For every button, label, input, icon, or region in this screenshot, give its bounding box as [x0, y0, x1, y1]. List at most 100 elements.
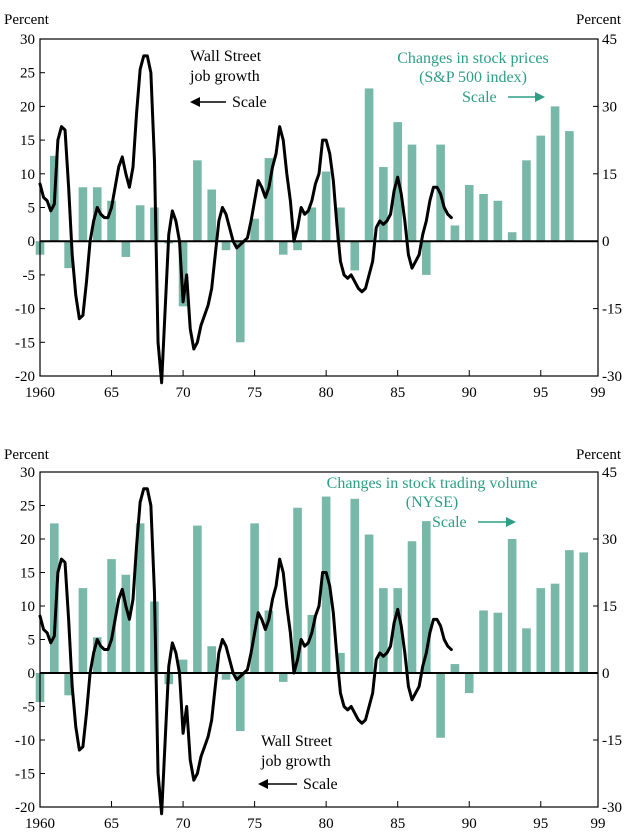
x-tick-label: 80: [319, 816, 334, 832]
x-tick-label: 99: [591, 385, 606, 401]
line-job-growth: [38, 487, 453, 816]
bar: [307, 207, 317, 242]
bar: [264, 610, 274, 673]
bar: [64, 241, 73, 269]
right-tick-label: 45: [602, 465, 617, 481]
bar: [493, 612, 503, 673]
right-tick-label: 0: [602, 666, 610, 682]
job-growth-scale-text: Scale: [232, 94, 267, 111]
right-tick-label: 0: [602, 234, 610, 250]
x-tick-label: 90: [462, 816, 477, 832]
left-axis-title: Percent: [4, 12, 50, 28]
bar: [450, 664, 460, 673]
right-tick-label: 30: [602, 99, 617, 115]
left-tick-label: 30: [20, 32, 35, 48]
bar-series-scale-text: Scale: [432, 514, 467, 531]
left-tick-label: 20: [20, 99, 35, 115]
x-tick-label: 75: [247, 385, 262, 401]
left-tick-label: 25: [20, 66, 35, 82]
x-tick-label: 90: [462, 385, 477, 401]
x-tick-label: 95: [533, 385, 548, 401]
x-tick-label: 85: [390, 816, 405, 832]
bar: [107, 559, 116, 673]
bar: [522, 628, 531, 673]
bar: [422, 521, 431, 673]
bar: [379, 588, 388, 673]
bar: [336, 207, 345, 242]
x-tick-label: 70: [176, 816, 191, 832]
bar: [450, 225, 460, 242]
bar: [193, 525, 202, 673]
right-tick-label: 15: [602, 599, 617, 615]
bar: [464, 185, 474, 242]
right-tick-label: -15: [602, 302, 622, 318]
bar: [92, 637, 102, 673]
bar: [336, 652, 345, 673]
left-tick-label: -20: [15, 369, 35, 385]
chart-trading-volume: Percent Percent 30 25 20 15 10 5 0 -5 -10 -15 -20 45 3…: [4, 447, 622, 832]
right-axis-title: Percent: [576, 12, 622, 28]
bar: [207, 189, 216, 242]
bar-series-label-line1: Changes in stock trading volume: [327, 475, 538, 492]
x-tick-label: 65: [104, 816, 119, 832]
right-arrow-head-icon: [535, 92, 545, 102]
left-tick-label: -5: [23, 268, 36, 284]
bar: [464, 673, 474, 694]
bar: [121, 574, 131, 673]
bar-series-label-line1: Changes in stock prices: [397, 50, 549, 67]
bar: [393, 588, 402, 673]
bar: [350, 241, 360, 271]
bar: [536, 135, 546, 242]
bar: [479, 194, 488, 242]
right-arrow-head-icon: [506, 517, 516, 527]
right-tick-label: -15: [602, 733, 622, 749]
bar: [50, 523, 59, 673]
left-tick-label: 15: [20, 566, 35, 582]
bar: [407, 144, 417, 242]
x-tick-label: 1960: [25, 385, 55, 401]
bar: [565, 550, 574, 673]
bar-series-label-line2: (NYSE): [406, 494, 458, 511]
bar: [221, 673, 231, 680]
left-tick-label: 0: [28, 666, 36, 682]
bar: [422, 241, 431, 275]
bar: [536, 588, 546, 673]
bar: [64, 673, 73, 696]
bar: [321, 496, 331, 673]
bar: [121, 241, 131, 257]
bar-series-scale-text: Scale: [462, 89, 497, 106]
x-tick-label: 70: [176, 385, 191, 401]
bar: [522, 160, 531, 242]
left-tick-label: 25: [20, 499, 35, 515]
x-tick-label: 80: [319, 385, 334, 401]
left-tick-label: 15: [20, 133, 35, 149]
job-growth-label-line1: Wall Street: [261, 733, 333, 750]
left-tick-label: -15: [15, 767, 35, 783]
bar: [550, 106, 560, 242]
bar: [193, 160, 202, 242]
left-tick-label: -20: [15, 800, 35, 816]
left-tick-label: 10: [20, 599, 35, 615]
left-tick-label: -15: [15, 335, 35, 351]
bar: [364, 534, 374, 673]
left-tick-label: 0: [28, 234, 36, 250]
bar: [436, 673, 445, 738]
bar: [250, 523, 259, 673]
right-tick-label: 15: [602, 167, 617, 183]
left-tick-label: -10: [15, 302, 35, 318]
bar: [307, 614, 317, 673]
bar: [293, 241, 302, 251]
x-tick-label: 65: [104, 385, 119, 401]
bar: [264, 158, 274, 242]
bar: [78, 588, 88, 673]
bar: [207, 646, 216, 673]
bar: [221, 241, 231, 251]
left-tick-label: 5: [28, 201, 36, 217]
job-growth-scale-text: Scale: [303, 776, 338, 793]
bar: [579, 552, 588, 673]
bar: [92, 187, 102, 242]
left-tick-label: -5: [23, 700, 36, 716]
right-tick-label: 30: [602, 532, 617, 548]
bar: [78, 187, 88, 242]
right-tick-label: 45: [602, 32, 617, 48]
